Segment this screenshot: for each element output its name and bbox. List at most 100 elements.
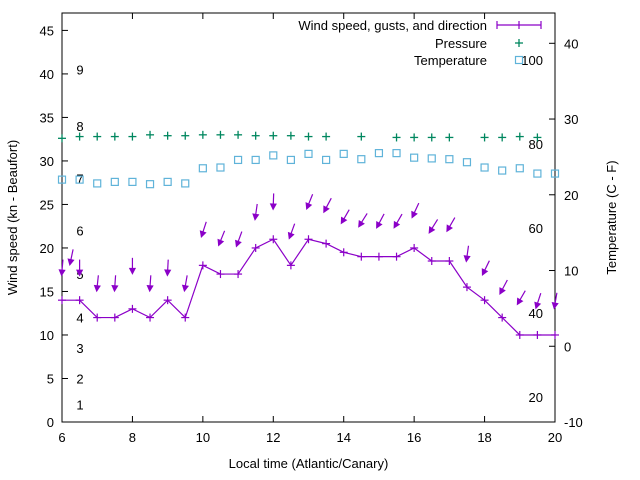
temperature-point bbox=[304, 149, 313, 158]
wind-direction-arrow bbox=[323, 197, 332, 214]
wind-direction-arrow bbox=[146, 275, 154, 293]
temperature-point bbox=[163, 177, 172, 187]
beaufort-label-7: 7 bbox=[76, 171, 83, 186]
y2-axis-title: Temperature (C - F) bbox=[604, 160, 619, 274]
wind-direction-arrow bbox=[481, 260, 490, 276]
wind-direction-arrow bbox=[499, 279, 508, 296]
wind-direction-arrow bbox=[181, 275, 189, 293]
wind-direction-arrow bbox=[67, 249, 75, 267]
x-tick-label-12: 12 bbox=[266, 430, 280, 445]
wind-direction-arrow bbox=[58, 259, 66, 277]
temperature-point bbox=[269, 151, 278, 160]
wind-direction-arrow bbox=[235, 231, 243, 248]
temperature-point bbox=[462, 158, 472, 167]
legend-label-pressure: Pressure bbox=[435, 36, 487, 51]
x-tick-label-16: 16 bbox=[407, 430, 421, 445]
wind-direction-arrow bbox=[76, 259, 84, 277]
temperature-point bbox=[427, 154, 436, 163]
y2-tick-label-40: 40 bbox=[564, 36, 578, 51]
y-tick-label-35: 35 bbox=[40, 110, 54, 125]
y-tick-label-40: 40 bbox=[40, 67, 54, 82]
y-tick-label-25: 25 bbox=[40, 197, 54, 212]
wind-direction-arrow bbox=[128, 257, 137, 275]
temperature-point bbox=[445, 155, 454, 164]
temperature-point bbox=[286, 155, 295, 165]
fahrenheit-label-80: 80 bbox=[529, 137, 543, 152]
x-tick-label-14: 14 bbox=[336, 430, 350, 445]
wind-direction-arrow bbox=[217, 230, 226, 247]
y-tick-label-20: 20 bbox=[40, 241, 54, 256]
fahrenheit-label-100: 100 bbox=[521, 53, 543, 68]
temperature-point bbox=[57, 175, 67, 184]
y2-tick-label--10: -10 bbox=[564, 415, 583, 430]
fahrenheit-label-40: 40 bbox=[529, 306, 543, 321]
wind-direction-arrow bbox=[287, 223, 296, 240]
y2-tick-label-30: 30 bbox=[564, 112, 578, 127]
wind-direction-arrow bbox=[463, 245, 471, 263]
y-tick-label-0: 0 bbox=[47, 415, 54, 430]
fahrenheit-label-20: 20 bbox=[529, 390, 543, 405]
temperature-point bbox=[498, 166, 507, 175]
beaufort-label-1: 1 bbox=[76, 398, 83, 413]
temperature-point bbox=[357, 155, 366, 164]
plot-frame bbox=[61, 12, 556, 423]
wind-direction-arrow bbox=[534, 293, 542, 310]
beaufort-label-3: 3 bbox=[76, 341, 83, 356]
temperature-point bbox=[392, 149, 401, 158]
temperature-point bbox=[145, 180, 155, 189]
temperature-point bbox=[374, 149, 384, 158]
y-tick-label-15: 15 bbox=[40, 284, 54, 299]
temperature-point bbox=[515, 164, 524, 173]
wind-direction-arrow bbox=[428, 219, 439, 234]
wind-speed-line bbox=[62, 238, 555, 336]
temperature-point bbox=[251, 155, 260, 165]
temperature-point bbox=[322, 155, 331, 165]
wind-direction-arrow bbox=[199, 221, 207, 239]
temperature-point bbox=[198, 164, 207, 173]
temperature-point bbox=[216, 163, 225, 172]
wind-direction-arrow bbox=[393, 213, 403, 229]
wind-direction-arrow bbox=[111, 275, 119, 293]
beaufort-label-2: 2 bbox=[76, 371, 83, 386]
y-axis-title: Wind speed (kn - Beaufort) bbox=[5, 140, 20, 295]
wind-direction-arrow bbox=[358, 213, 368, 228]
legend-temperature-marker bbox=[514, 55, 524, 65]
temperature-point bbox=[339, 149, 348, 158]
temperature-point bbox=[533, 169, 542, 178]
x-axis-title: Local time (Atlantic/Canary) bbox=[229, 456, 389, 471]
wind-direction-arrow bbox=[411, 202, 420, 219]
temperature-point bbox=[233, 155, 243, 165]
beaufort-label-6: 6 bbox=[76, 224, 83, 239]
temperature-point bbox=[93, 179, 102, 188]
wind-direction-arrow bbox=[93, 275, 101, 293]
temperature-point bbox=[110, 177, 119, 187]
wind-direction-arrow bbox=[446, 217, 456, 233]
y-tick-label-30: 30 bbox=[40, 154, 54, 169]
legend-label-temperature: Temperature bbox=[414, 53, 487, 68]
x-tick-label-10: 10 bbox=[196, 430, 210, 445]
wind-direction-arrow bbox=[340, 209, 350, 225]
temperature-point bbox=[480, 163, 489, 172]
wind-direction-arrow bbox=[516, 290, 526, 306]
y-tick-label-45: 45 bbox=[40, 23, 54, 38]
beaufort-label-4: 4 bbox=[76, 311, 83, 326]
beaufort-label-8: 8 bbox=[76, 119, 83, 134]
y2-tick-label-10: 10 bbox=[564, 264, 578, 279]
temperature-point bbox=[128, 177, 137, 187]
y-tick-label-5: 5 bbox=[47, 371, 54, 386]
fahrenheit-label-60: 60 bbox=[529, 221, 543, 236]
beaufort-label-9: 9 bbox=[76, 63, 83, 78]
wind-direction-arrow bbox=[376, 213, 385, 229]
wind-direction-arrow bbox=[164, 259, 172, 277]
wind-direction-arrow bbox=[305, 194, 314, 211]
wind-direction-arrow bbox=[551, 292, 559, 310]
wind-direction-arrow bbox=[252, 203, 260, 221]
temperature-point bbox=[410, 153, 419, 162]
temperature-point bbox=[550, 169, 560, 178]
temperature-point bbox=[181, 179, 190, 188]
x-tick-label-18: 18 bbox=[477, 430, 491, 445]
y2-tick-label-20: 20 bbox=[564, 188, 578, 203]
temperature-point bbox=[75, 175, 84, 184]
